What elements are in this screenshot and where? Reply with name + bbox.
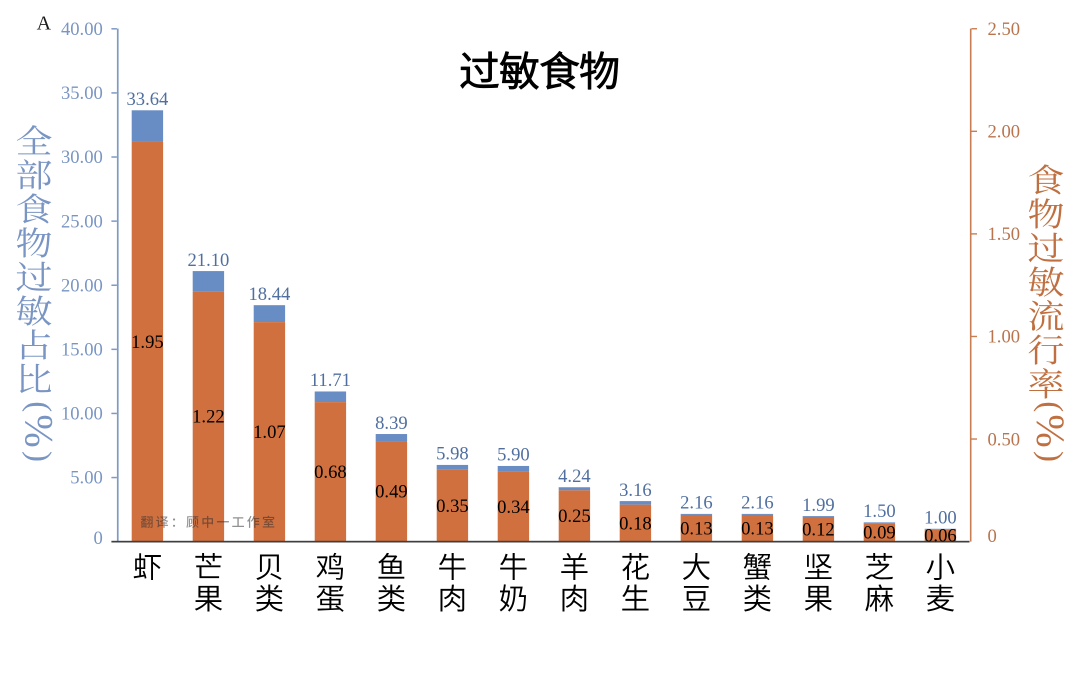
svg-text:5.90: 5.90: [497, 445, 530, 466]
svg-text:2.16: 2.16: [680, 493, 713, 514]
svg-text:10.00: 10.00: [61, 404, 103, 425]
svg-text:0: 0: [988, 526, 997, 547]
svg-text:0.13: 0.13: [680, 519, 713, 540]
svg-text:1.95: 1.95: [131, 332, 164, 353]
svg-text:8.39: 8.39: [375, 413, 408, 434]
svg-text:33.64: 33.64: [126, 89, 168, 110]
svg-text:25.00: 25.00: [61, 211, 103, 232]
svg-text:): ): [1033, 451, 1069, 462]
svg-text:35.00: 35.00: [61, 83, 103, 104]
svg-text:1.22: 1.22: [192, 407, 225, 428]
svg-text:0.68: 0.68: [314, 462, 347, 483]
svg-text:A: A: [37, 13, 52, 35]
svg-text:2.00: 2.00: [988, 122, 1021, 143]
svg-text:1.00: 1.00: [988, 327, 1021, 348]
svg-text:11.71: 11.71: [310, 370, 351, 391]
svg-text:(: (: [1033, 401, 1069, 412]
svg-text:0.13: 0.13: [741, 519, 774, 540]
svg-text:1.50: 1.50: [863, 501, 896, 522]
svg-text:5.98: 5.98: [436, 444, 469, 465]
svg-text:0.35: 0.35: [436, 496, 469, 517]
svg-text:4.24: 4.24: [558, 466, 591, 487]
svg-text:0: 0: [94, 528, 103, 549]
svg-text:30.00: 30.00: [61, 147, 103, 168]
svg-text:0.12: 0.12: [802, 520, 835, 541]
svg-text:20.00: 20.00: [61, 275, 103, 296]
svg-text:3.16: 3.16: [619, 480, 652, 501]
svg-text:18.44: 18.44: [248, 284, 290, 305]
svg-text:2.50: 2.50: [988, 19, 1021, 40]
svg-text:1.99: 1.99: [802, 495, 835, 516]
svg-text:5.00: 5.00: [70, 468, 103, 489]
svg-text:%: %: [16, 414, 61, 447]
svg-text:(: (: [21, 401, 57, 412]
svg-text:0.06: 0.06: [924, 526, 957, 547]
svg-text:0.34: 0.34: [497, 497, 530, 518]
svg-text:1.07: 1.07: [253, 422, 286, 443]
svg-text:40.00: 40.00: [61, 19, 103, 40]
svg-text:0.49: 0.49: [375, 482, 408, 503]
svg-text:0.09: 0.09: [863, 523, 896, 544]
svg-text:15.00: 15.00: [61, 340, 103, 361]
svg-text:0.50: 0.50: [988, 429, 1021, 450]
svg-text:0.25: 0.25: [558, 506, 591, 527]
svg-text:2.16: 2.16: [741, 493, 774, 514]
svg-text:): ): [21, 451, 57, 462]
svg-text:21.10: 21.10: [187, 250, 229, 271]
svg-text:%: %: [1028, 414, 1073, 447]
svg-text:1.00: 1.00: [924, 508, 957, 529]
svg-text:1.50: 1.50: [988, 224, 1021, 245]
svg-text:0.18: 0.18: [619, 513, 652, 534]
